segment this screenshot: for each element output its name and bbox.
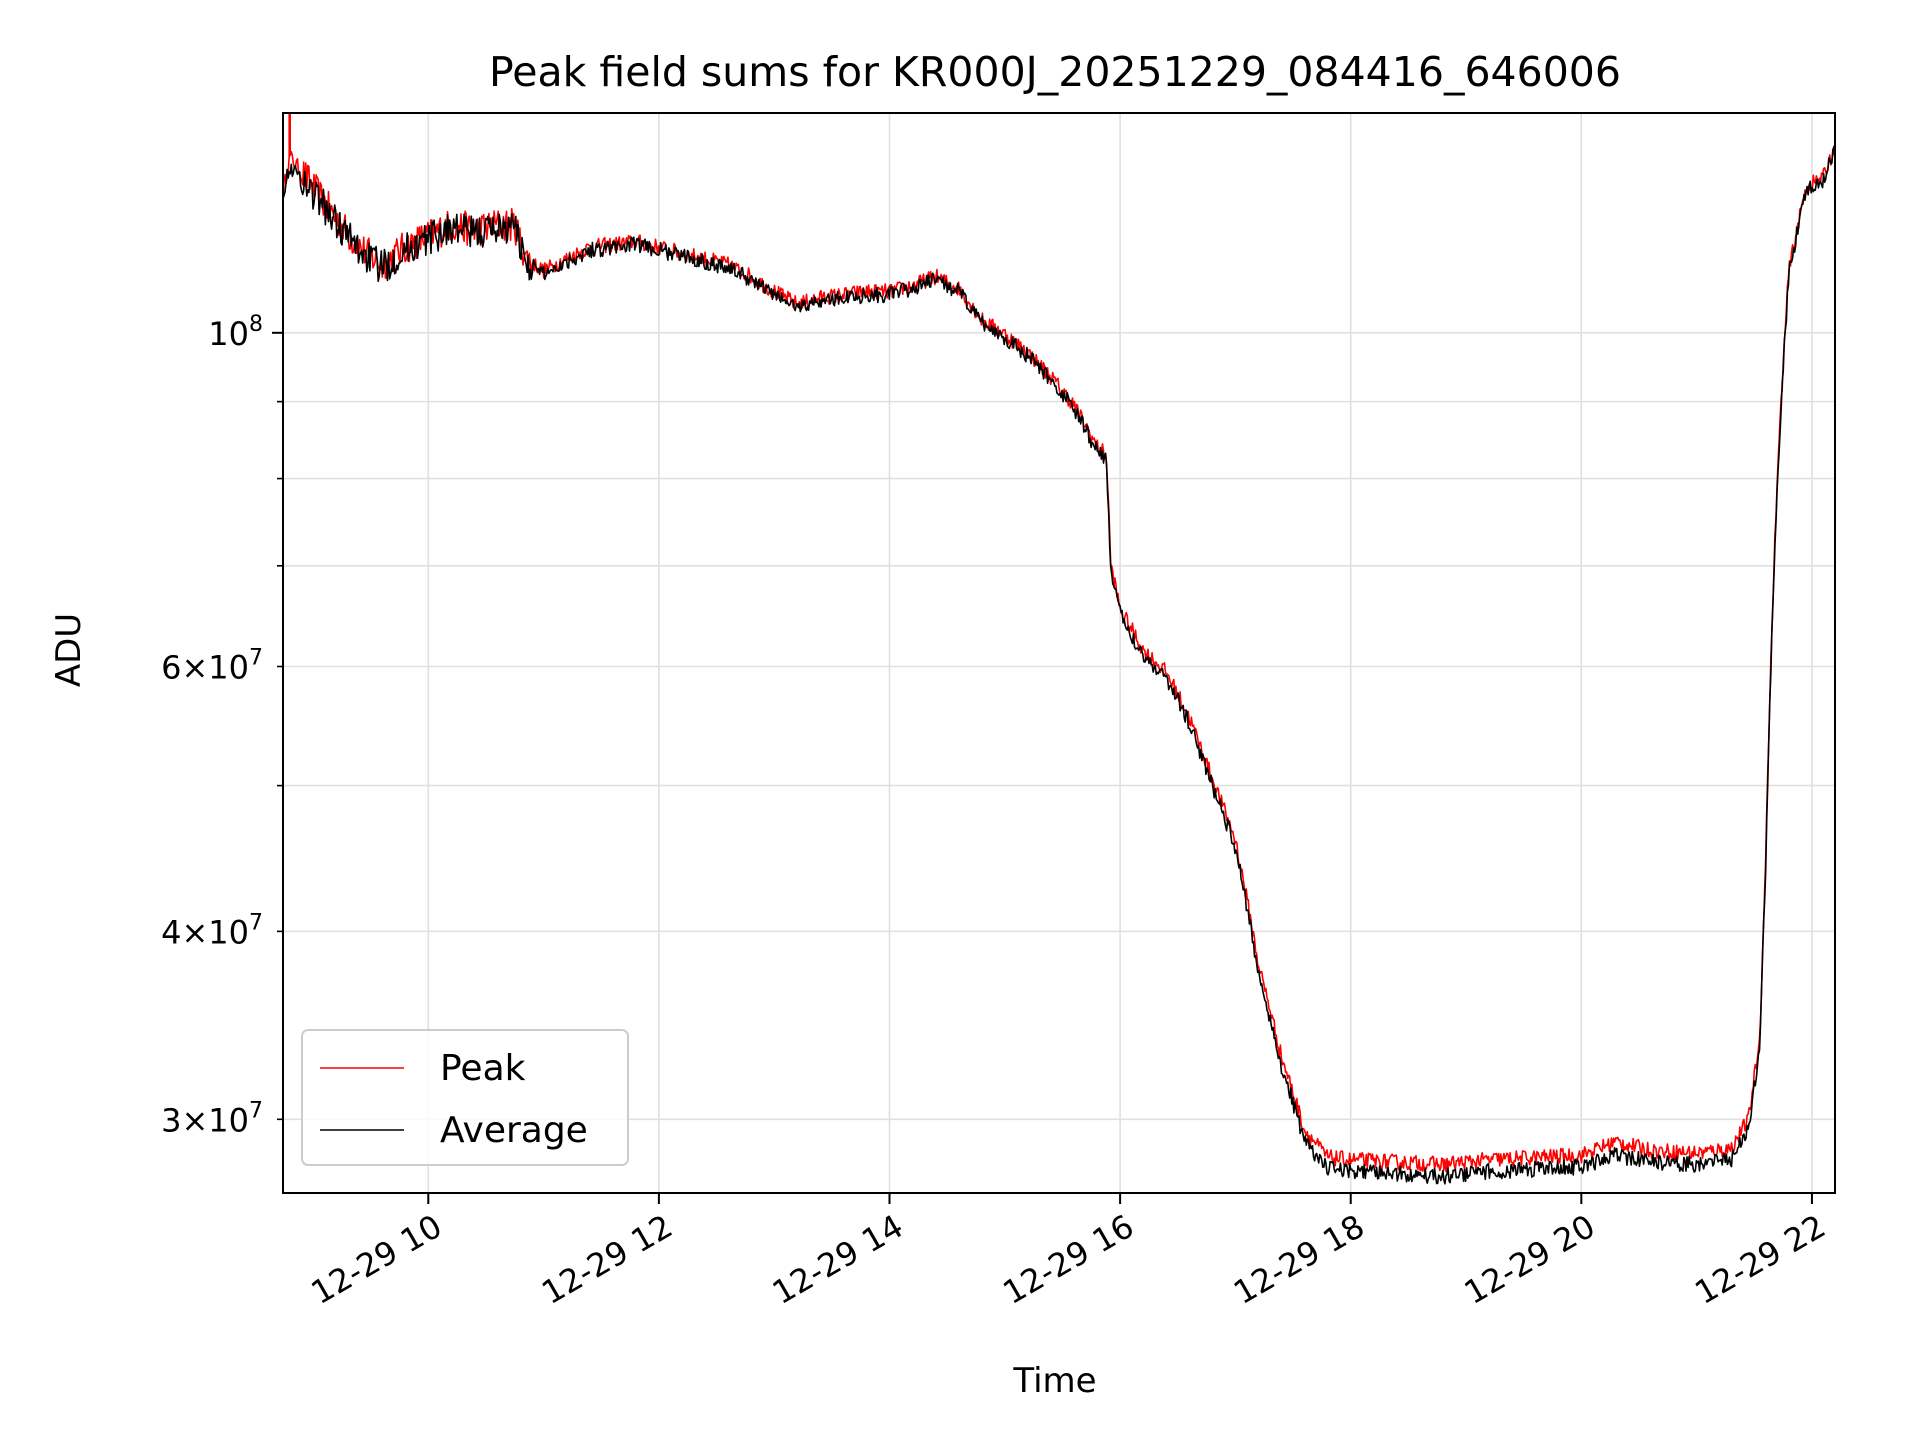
x-axis-label: Time (1012, 1361, 1096, 1401)
y-tick-label: 6×107 (161, 646, 263, 687)
y-tick-label: 3×107 (161, 1098, 263, 1139)
legend-box (301, 1029, 629, 1166)
series-line-average (282, 145, 1836, 1185)
legend-label-average: Average (440, 1110, 588, 1151)
series-lines (282, 112, 1836, 1185)
chart-title: Peak field sums for KR000J_20251229_0844… (489, 48, 1621, 96)
y-axis-label: ADU (49, 613, 89, 687)
legend: Peak Average (301, 1029, 629, 1166)
plot-frame (282, 112, 1836, 1194)
y-tick-label: 108 (208, 312, 263, 353)
legend-label-peak: Peak (440, 1048, 526, 1089)
y-tick-label: 4×107 (161, 910, 263, 951)
grid-lines (283, 113, 1835, 1193)
